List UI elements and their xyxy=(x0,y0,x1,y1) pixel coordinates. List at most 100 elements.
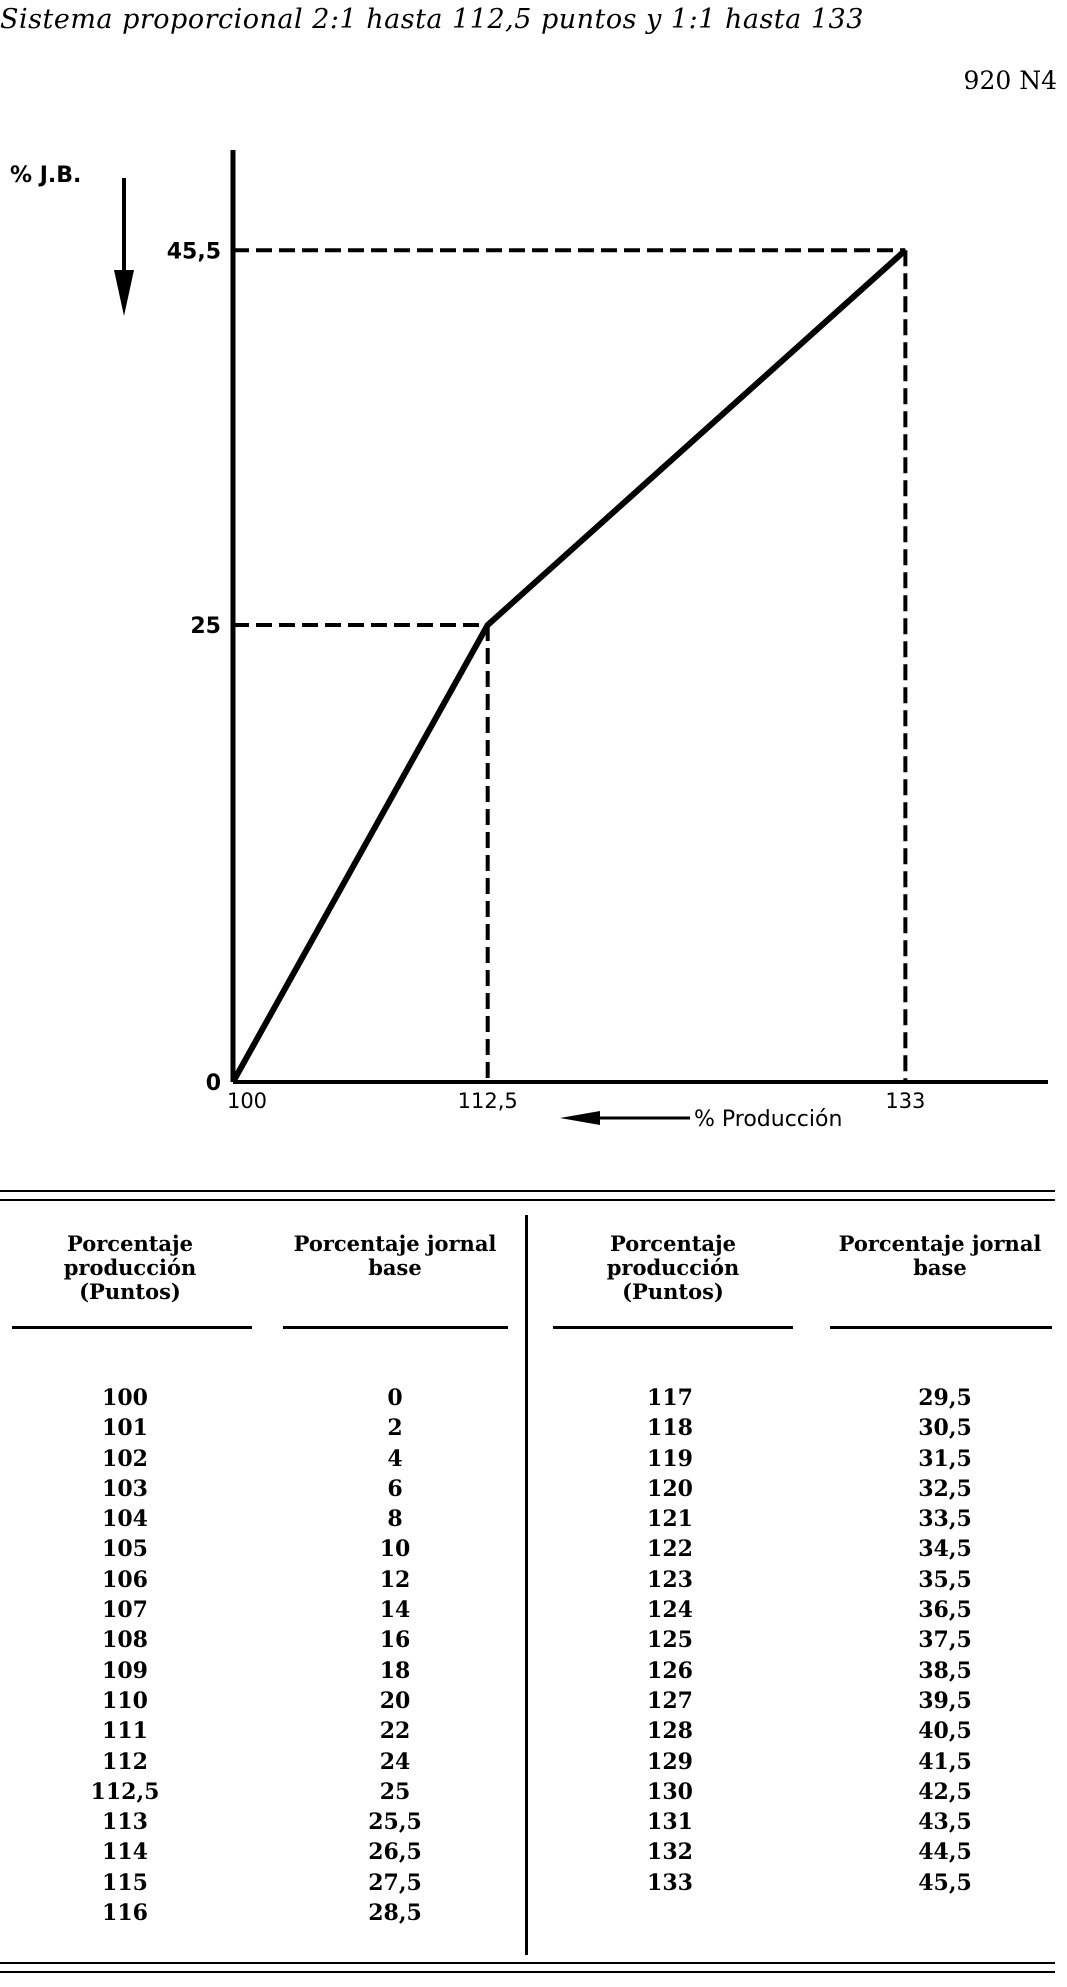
table-column-divider xyxy=(525,1215,528,1955)
production-cell: 129 xyxy=(647,1748,693,1775)
wage-cell: 45,5 xyxy=(918,1869,972,1896)
header-underline xyxy=(830,1326,1052,1329)
production-cell: 126 xyxy=(647,1657,693,1684)
wage-cell: 4 xyxy=(387,1445,403,1472)
production-wage-chart: 0 25 45,5 100 112,5 133 % J.B. % Producción xyxy=(10,150,1048,1132)
wage-cell: 10 xyxy=(379,1536,411,1563)
x-tick-label: 133 xyxy=(885,1089,925,1113)
wage-cell: 24 xyxy=(379,1748,411,1775)
production-cell: 116 xyxy=(102,1900,148,1927)
wage-cell: 6 xyxy=(387,1475,403,1502)
production-cell: 113 xyxy=(102,1809,148,1836)
production-cell: 121 xyxy=(647,1506,693,1533)
wage-cell: 34,5 xyxy=(918,1536,972,1563)
production-cell: 133 xyxy=(647,1869,693,1896)
x-tick-label: 100 xyxy=(227,1089,267,1113)
table-top-rule xyxy=(0,1190,1055,1192)
production-cell: 118 xyxy=(647,1415,693,1442)
wage-cell: 14 xyxy=(379,1597,411,1624)
production-cell: 112,5 xyxy=(90,1778,160,1805)
production-cell: 119 xyxy=(647,1445,693,1472)
wage-cell: 18 xyxy=(379,1657,411,1684)
y-tick-label: 0 xyxy=(206,1071,221,1096)
chart-series xyxy=(230,248,908,1084)
production-cell: 117 xyxy=(647,1385,693,1411)
production-cell: 115 xyxy=(102,1869,148,1896)
header-underline xyxy=(12,1326,252,1329)
wage-cell: 33,5 xyxy=(918,1506,972,1533)
wage-cell: 39,5 xyxy=(918,1687,972,1714)
production-cell: 101 xyxy=(102,1415,148,1442)
table-bottom-rule xyxy=(0,1962,1055,1964)
series-line xyxy=(230,248,908,1084)
wage-cell: 2 xyxy=(387,1415,403,1442)
production-column-right: 117 118 119 120 121 122 123 124 125 126 127 128 129 1… xyxy=(605,1383,735,1898)
production-cell: 131 xyxy=(647,1809,693,1836)
wage-cell: 42,5 xyxy=(918,1778,972,1805)
production-cell: 104 xyxy=(102,1506,148,1533)
wage-cell: 32,5 xyxy=(918,1475,972,1502)
chart-axes xyxy=(230,150,1048,1084)
production-column-left: 100 101 102 103 104 105 106 107 108 109 110 111 112 1… xyxy=(60,1383,190,1928)
production-cell: 112 xyxy=(102,1748,148,1775)
wage-cell: 26,5 xyxy=(368,1839,422,1866)
wage-cell: 37,5 xyxy=(918,1627,972,1654)
header-production-right: Porcentaje producción (Puntos) xyxy=(606,1231,740,1304)
production-cell: 122 xyxy=(647,1536,693,1563)
wage-cell: 8 xyxy=(387,1506,403,1533)
wage-cell: 25,5 xyxy=(368,1809,422,1836)
wage-cell: 40,5 xyxy=(918,1718,972,1745)
production-cell: 105 xyxy=(102,1536,148,1563)
wage-cell: 25 xyxy=(379,1778,411,1805)
wage-cell: 30,5 xyxy=(918,1415,972,1442)
wage-cell: 35,5 xyxy=(918,1566,972,1593)
y-tick-label: 25 xyxy=(190,614,221,639)
production-cell: 132 xyxy=(647,1839,693,1866)
production-cell: 108 xyxy=(102,1627,148,1654)
wage-column-left: 0 2 4 6 8 10 12 14 16 18 20 22 24 25 25,5 26,5 27,5 28,5 xyxy=(335,1383,455,1928)
tick-labels: 0 25 45,5 100 112,5 133 xyxy=(167,239,926,1113)
header-wage-left: Porcentaje jornal base xyxy=(293,1231,497,1280)
production-cell: 109 xyxy=(102,1657,148,1684)
header-underline xyxy=(553,1326,793,1329)
left-arrow-head xyxy=(560,1111,600,1125)
production-cell: 120 xyxy=(647,1475,693,1502)
production-cell: 124 xyxy=(647,1597,693,1624)
wage-cell: 12 xyxy=(379,1566,411,1593)
wage-cell: 38,5 xyxy=(918,1657,972,1684)
wage-column-right: 29,5 30,5 31,5 32,5 33,5 34,5 35,5 36,5 37,5 38,5… xyxy=(885,1383,1005,1898)
production-cell: 100 xyxy=(102,1385,148,1411)
x-tick-label: 112,5 xyxy=(458,1089,518,1113)
page-code: 920 N4 xyxy=(963,66,1057,95)
y-tick-label: 45,5 xyxy=(167,239,221,264)
production-cell: 125 xyxy=(647,1627,693,1654)
wage-cell: 20 xyxy=(379,1687,411,1714)
wage-cell: 41,5 xyxy=(918,1748,972,1775)
production-cell: 107 xyxy=(102,1597,148,1624)
down-arrow-head xyxy=(114,270,134,316)
y-axis-label: % J.B. xyxy=(10,163,81,188)
production-cell: 110 xyxy=(102,1687,148,1714)
production-cell: 128 xyxy=(647,1718,693,1745)
production-cell: 102 xyxy=(102,1445,148,1472)
wage-cell: 29,5 xyxy=(918,1385,972,1411)
wage-cell: 28,5 xyxy=(368,1900,422,1927)
table-top-rule-inner xyxy=(0,1199,1055,1201)
header-wage-right: Porcentaje jornal base xyxy=(838,1231,1042,1280)
reference-lines xyxy=(233,248,908,1082)
wage-cell: 43,5 xyxy=(918,1809,972,1836)
production-cell: 127 xyxy=(647,1687,693,1714)
production-cell: 123 xyxy=(647,1566,693,1593)
wage-cell: 0 xyxy=(387,1385,403,1411)
production-cell: 130 xyxy=(647,1778,693,1805)
header-production-left: Porcentaje producción (Puntos) xyxy=(63,1231,197,1304)
production-cell: 114 xyxy=(102,1839,148,1866)
x-axis-label: % Producción xyxy=(694,1107,842,1132)
page-title: Sistema proporcional 2:1 hasta 112,5 pun… xyxy=(0,4,864,35)
axis-labels: % J.B. % Producción xyxy=(10,163,842,1132)
wage-cell: 44,5 xyxy=(918,1839,972,1866)
production-cell: 103 xyxy=(102,1475,148,1502)
table-bottom-rule-inner xyxy=(0,1971,1055,1973)
header-underline xyxy=(283,1326,508,1329)
production-cell: 111 xyxy=(102,1718,148,1745)
